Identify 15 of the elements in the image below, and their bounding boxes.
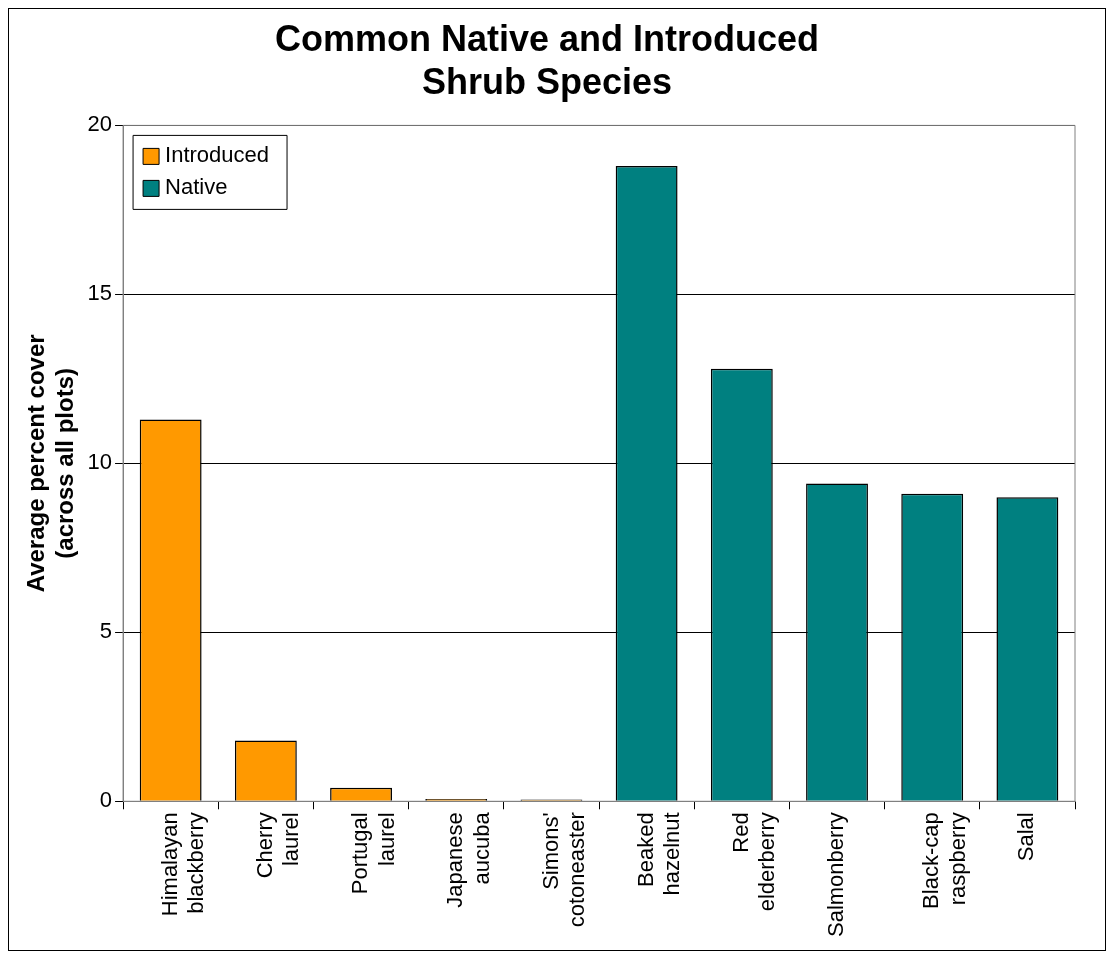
legend-label: Native [165,174,228,200]
y-tick-label: 15 [87,280,113,306]
x-tick-label: Cherry laurel [251,812,304,879]
x-tick-label: Black-cap raspberry [918,812,970,909]
x-tick-label: Portugal laurel [347,812,399,895]
x-tick-label: Himalayan blackberry [156,812,209,917]
x-tick-label: Salmonberry [823,812,849,937]
y-tick-label: 20 [87,111,113,137]
y-axis-title: Average percent cover (across all plots) [22,334,78,593]
y-tick-label: 10 [87,449,113,475]
legend-label: Introduced [165,142,270,168]
y-tick-label: 5 [99,618,113,644]
x-tick-label: Salal [1013,812,1039,862]
chart-title: Common Native and Introduced Shrub Species [274,17,820,102]
y-tick-label: 0 [99,787,113,813]
